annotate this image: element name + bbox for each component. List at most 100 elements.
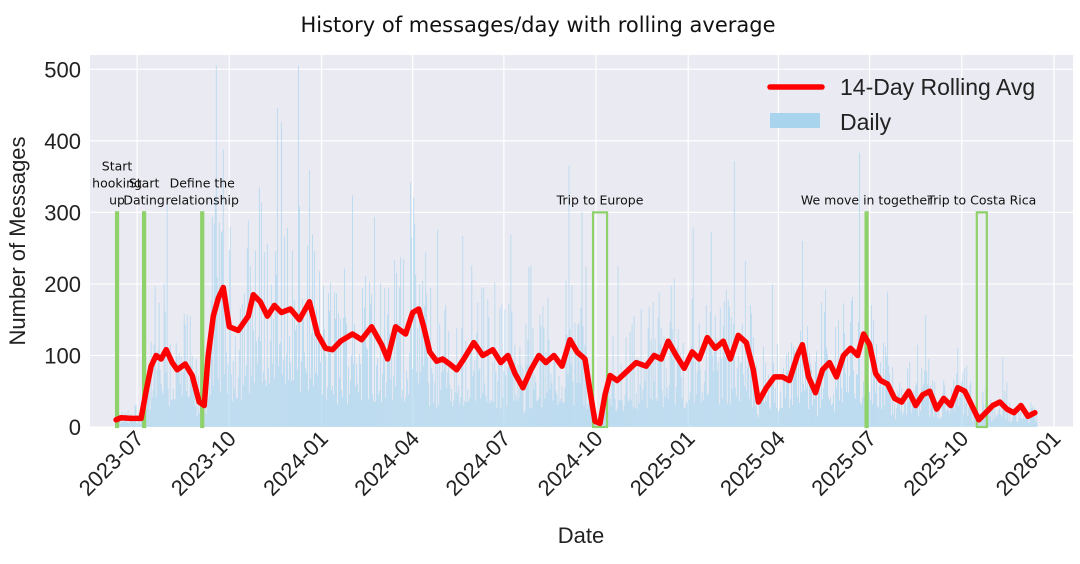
daily-bar (212, 385, 214, 427)
daily-bar (791, 404, 793, 427)
daily-bar (321, 340, 322, 427)
daily-bar (232, 360, 234, 427)
daily-bar (153, 344, 155, 427)
daily-bar (655, 398, 657, 427)
daily-bar (712, 371, 714, 427)
daily-bar (898, 393, 900, 427)
daily-bar (264, 379, 266, 427)
daily-bar (805, 358, 806, 427)
daily-bar (376, 365, 378, 427)
daily-bar (809, 353, 810, 427)
daily-bar (877, 406, 879, 427)
y-tick-label: 400 (44, 129, 81, 154)
daily-bar (1036, 414, 1038, 427)
daily-bar (899, 383, 901, 427)
daily-bar (729, 404, 731, 427)
daily-bar (516, 400, 518, 427)
daily-bar (1018, 405, 1020, 427)
daily-bar (424, 305, 426, 427)
daily-bar (403, 259, 405, 427)
daily-bar (261, 382, 263, 427)
daily-bar (453, 400, 455, 427)
daily-bar (634, 407, 636, 427)
daily-bar (182, 372, 184, 427)
daily-bar (629, 332, 631, 427)
daily-bar (188, 396, 190, 427)
daily-bar (506, 406, 508, 427)
daily-bar (595, 423, 597, 427)
daily-bar (512, 374, 514, 427)
daily-bar (255, 341, 257, 427)
daily-bar (198, 413, 200, 427)
daily-bar (408, 394, 410, 427)
daily-bar (1001, 416, 1003, 427)
daily-bar (831, 405, 832, 427)
daily-bar (156, 368, 158, 427)
daily-bar (233, 388, 235, 427)
daily-bar (176, 356, 178, 427)
daily-bar (580, 308, 582, 427)
daily-bar (554, 357, 556, 427)
daily-bar (245, 365, 247, 427)
daily-bar (318, 337, 319, 427)
daily-bar (369, 282, 371, 427)
daily-bar (1022, 418, 1024, 427)
daily-bar (891, 415, 893, 427)
daily-bar (859, 152, 861, 427)
daily-bar (273, 378, 275, 427)
event-label: Trip to Europe (556, 192, 644, 207)
daily-bar (461, 328, 463, 427)
daily-bar (910, 399, 912, 427)
daily-bar (363, 333, 365, 427)
daily-bar (870, 399, 872, 427)
daily-bar (165, 372, 167, 427)
daily-bar (717, 361, 719, 427)
daily-bar (1016, 421, 1018, 427)
daily-bar (476, 332, 478, 427)
daily-bar (1028, 423, 1030, 427)
daily-bar (220, 232, 222, 427)
daily-bar (521, 389, 523, 427)
daily-bar (832, 403, 833, 427)
daily-bar (463, 405, 465, 427)
daily-bar (908, 401, 910, 427)
daily-bar (900, 410, 902, 427)
daily-bar (736, 368, 738, 427)
y-tick-label: 500 (44, 57, 81, 82)
x-tick-label: 2024-01 (258, 426, 333, 501)
daily-bar (674, 404, 676, 427)
daily-bar (493, 402, 495, 427)
daily-bar (380, 283, 382, 427)
daily-bar (798, 402, 800, 427)
daily-bar (459, 404, 461, 427)
daily-bar (796, 396, 798, 427)
daily-bar (529, 407, 531, 427)
daily-bar (358, 392, 359, 427)
daily-bar (285, 354, 287, 427)
daily-bar (296, 369, 298, 427)
daily-bar (810, 363, 811, 427)
daily-bar (702, 400, 704, 427)
daily-bar (379, 390, 381, 427)
daily-bar (927, 384, 929, 427)
legend-label-rolling: 14-Day Rolling Avg (840, 74, 1035, 100)
daily-bar (450, 401, 452, 427)
daily-bar (409, 353, 411, 427)
daily-bar (307, 390, 309, 427)
daily-bar (742, 374, 744, 427)
daily-bar (502, 397, 504, 427)
daily-bar (959, 397, 961, 427)
daily-bar (429, 406, 431, 427)
daily-bar (758, 399, 760, 427)
daily-bar (136, 423, 138, 427)
daily-bar (173, 399, 175, 427)
x-tick-label: 2025-07 (806, 426, 881, 501)
daily-bar (933, 417, 935, 427)
daily-bar (437, 229, 439, 427)
daily-bar (862, 397, 864, 427)
daily-bar (947, 403, 949, 427)
daily-bar (694, 361, 696, 427)
daily-bar (301, 298, 303, 427)
daily-bar (448, 331, 450, 427)
daily-bar (653, 381, 655, 427)
